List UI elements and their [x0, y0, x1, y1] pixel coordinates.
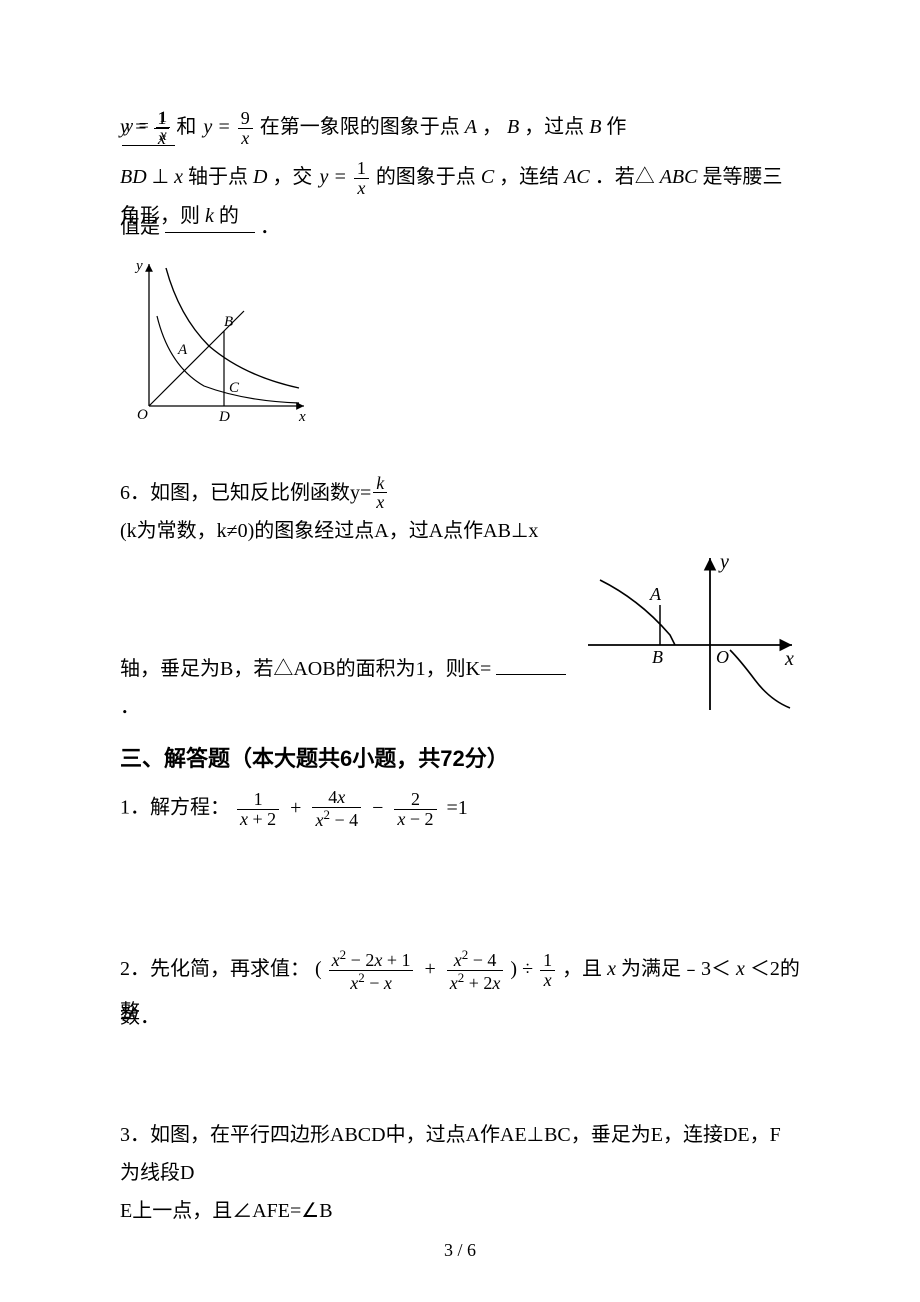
text-r2e: ．若△ — [595, 166, 655, 188]
s3q1: 1．解方程： 1 x + 2 + 4x x2 − 4 − 2 x − 2 =1 — [120, 788, 800, 838]
sym-D: D — [253, 166, 267, 188]
s3q2-x1: x — [607, 958, 616, 980]
s3q2: 2．先化简，再求值： ( x2 − 2x + 1 x2 − x + x2 − 4… — [120, 948, 800, 998]
sym-BD: BD — [120, 166, 147, 188]
s3q2-tail2: 为满足﹣3＜ — [621, 958, 731, 980]
text-p4: ，过点 — [524, 116, 584, 138]
text-p2: 在第一象限的图象于点 — [260, 116, 460, 138]
q6-label-O: O — [716, 647, 729, 667]
s3q2-open: ( — [315, 958, 322, 980]
sym-ABC: ABC — [660, 166, 698, 188]
dot-q5: ． — [260, 216, 280, 238]
s3q2-x2: x — [736, 958, 745, 980]
sym-y3: y = — [319, 166, 346, 188]
q5-row1: y = 1x 和 y = 9x 在第一象限的图象于点 A ， B ，过点 B 作 — [120, 108, 800, 158]
frac-k-x: kx — [373, 474, 387, 513]
fig-label-O: O — [137, 407, 148, 423]
s3q1-prefix: 1．解方程： — [120, 797, 230, 819]
blank-q5 — [165, 212, 255, 233]
sym-A: A — [465, 116, 477, 138]
q6-label-y: y — [718, 551, 729, 573]
sym-x: x — [174, 166, 183, 188]
fig-label-C: C — [229, 380, 240, 396]
fig-label-y: y — [134, 258, 143, 274]
q6-line2: 轴，垂足为B，若△AOB的面积为1，则K= — [120, 658, 491, 680]
s3q2-tail1: ，且 — [562, 958, 602, 980]
q6-label-B: B — [652, 647, 663, 667]
s3q2-prefix: 2．先化简，再求值： — [120, 958, 310, 980]
sym-C: C — [481, 166, 494, 188]
plus1: + — [290, 797, 301, 819]
page-footer: 3 / 6 — [0, 1233, 920, 1267]
fig-label-B: B — [224, 314, 233, 330]
q5-row3: 值是 ． — [120, 208, 800, 246]
frac-1-x: 1x — [154, 109, 169, 148]
text-r3: 值是 — [120, 216, 160, 238]
s3q2-t3: 1 x — [540, 951, 555, 990]
page: y = 1x y = 1x 和 y = 9x 在第一象限的图象于点 A ， B … — [0, 0, 920, 1302]
s3q3-line1: 3．如图，在平行四边形ABCD中，过点A作AE⊥BC，垂足为E，连接DE，F为线… — [120, 1116, 800, 1192]
sym-B: B — [507, 116, 519, 138]
text-r2c: 的图象于点 — [376, 166, 476, 188]
text-r2d: ，连结 — [499, 166, 559, 188]
s3q3-line2: E上一点，且∠AFE=∠B — [120, 1192, 800, 1230]
sym-B2: B — [589, 116, 601, 138]
text-r2b: ，交 — [272, 166, 312, 188]
text-r2a: 轴于点 — [188, 166, 248, 188]
sym-y2: y = — [203, 116, 230, 138]
s3q2-t2: x2 − 4 x2 + 2x — [447, 948, 504, 993]
frac-1-x-b: 1x — [354, 159, 369, 198]
q6-figure: A B O x y — [580, 550, 800, 728]
blank-q6 — [496, 654, 566, 675]
s3q2-plus: + — [424, 958, 435, 980]
s3q1-t1: 1 x + 2 — [237, 790, 279, 829]
q6-label-x: x — [784, 648, 794, 670]
section-3-title: 三、解答题（本大题共6小题，共72分） — [120, 738, 800, 780]
s3q2-t1: x2 − 2x + 1 x2 − x — [329, 948, 414, 993]
fig-label-D: D — [218, 409, 230, 425]
fig-label-A: A — [177, 342, 188, 358]
q5-row2: BD ⊥ x 轴于点 D ，交 y = 1x 的图象于点 C ，连结 AC ．若… — [120, 158, 800, 208]
text-p5: 作 — [606, 116, 626, 138]
text-p3: ， — [482, 116, 502, 138]
frac-9-x: 9x — [238, 109, 253, 148]
minus: − — [372, 797, 383, 819]
eq1: =1 — [447, 797, 468, 819]
sym-y: y = — [120, 116, 147, 138]
q5-figure: A B C D O x y — [124, 256, 800, 444]
s3q2-close: ) ÷ — [510, 958, 538, 980]
q6-prefix: 6．如图，已知反比例函数y= — [120, 474, 371, 512]
s3q1-t3: 2 x − 2 — [394, 790, 436, 829]
dot-q6: ． — [120, 696, 140, 718]
fig-label-x: x — [298, 409, 306, 425]
text-and: 和 — [176, 116, 196, 138]
q6-row1: 6．如图，已知反比例函数y= kx (k为常数，k≠0)的图象经过点A，过A点作… — [120, 474, 800, 551]
s3q2-line2: 数． — [120, 998, 800, 1036]
s3q1-t2: 4x x2 − 4 — [312, 788, 361, 830]
sym-AC: AC — [564, 166, 590, 188]
q6-mid: (k为常数，k≠0)的图象经过点A，过A点作AB⊥x — [120, 512, 538, 550]
sym-perp: ⊥ — [152, 166, 169, 188]
q6-label-A: A — [649, 584, 662, 604]
